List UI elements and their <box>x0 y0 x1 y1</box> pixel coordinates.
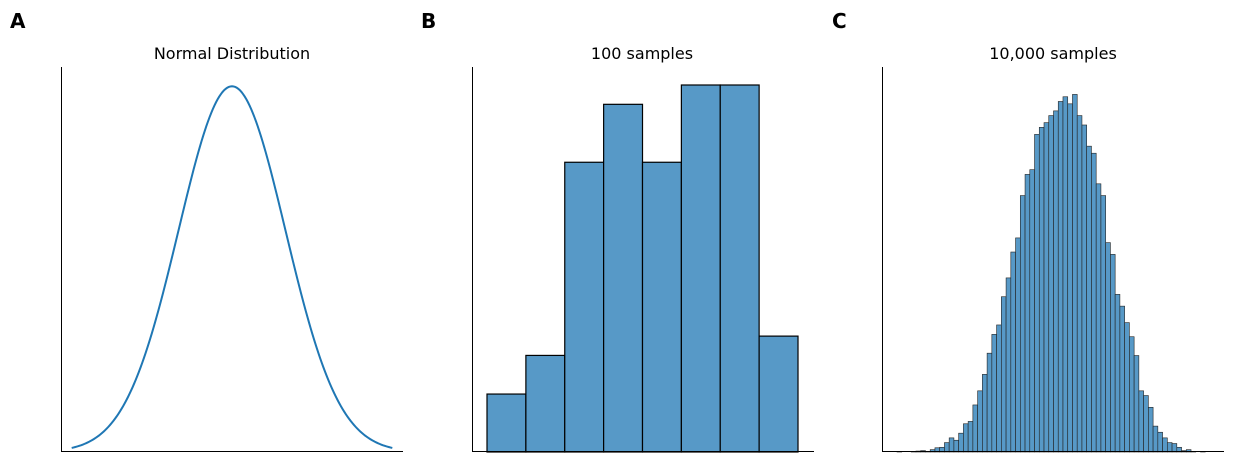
histogram-bar <box>641 161 682 453</box>
histogram-bar <box>1091 152 1097 453</box>
histogram-bar <box>1152 425 1159 453</box>
histogram-bar <box>1057 101 1064 453</box>
histogram-bar <box>977 390 983 453</box>
histogram-bar <box>972 404 978 453</box>
histogram-bar <box>963 423 969 453</box>
histogram-bar <box>958 432 964 453</box>
panel-a: A Normal Distribution <box>10 9 403 452</box>
histogram-bar <box>1053 110 1059 453</box>
histogram-bar <box>1133 355 1140 453</box>
histogram-bar <box>1124 322 1130 453</box>
panel-c: C 10,000 samples <box>832 9 1224 453</box>
histogram-bar <box>758 335 799 453</box>
histogram-bar <box>1138 390 1144 453</box>
panel-title-c: 10,000 samples <box>989 44 1117 63</box>
panel-title-b: 100 samples <box>591 44 693 63</box>
histogram-bar <box>1100 195 1106 453</box>
histogram-bar <box>1119 305 1125 453</box>
histogram-bar <box>1072 94 1078 453</box>
histogram-bars-c <box>896 94 1206 453</box>
histogram-bar <box>1105 242 1111 453</box>
histogram-bar <box>1001 296 1007 453</box>
histogram-bar <box>1114 294 1121 453</box>
histogram-bar <box>991 334 997 453</box>
histogram-bar <box>1067 103 1073 453</box>
normal-curve <box>71 85 393 449</box>
histogram-bar <box>1086 145 1092 453</box>
histogram-bar <box>944 442 950 453</box>
panel-title-a: Normal Distribution <box>154 44 310 63</box>
histogram-bar <box>1019 195 1026 453</box>
histogram-bar <box>996 324 1002 453</box>
panel-label-b: B <box>421 9 436 33</box>
panel-label-c: C <box>832 9 847 33</box>
histogram-bar <box>1043 122 1050 453</box>
histogram-bar <box>1129 336 1135 453</box>
histogram-bar <box>1171 443 1178 453</box>
histogram-bar <box>603 103 644 453</box>
panel-label-a: A <box>10 9 26 33</box>
histogram-bar <box>982 374 988 453</box>
histogram-bar <box>1038 127 1045 453</box>
histogram-bars-b <box>486 84 799 453</box>
histogram-bar <box>1110 254 1116 453</box>
histogram-bar <box>1029 169 1035 453</box>
histogram-bar <box>1015 237 1021 453</box>
histogram-bar <box>948 437 955 453</box>
histogram-bar <box>1024 174 1031 453</box>
histogram-bar <box>1162 437 1168 453</box>
histogram-bar <box>719 84 760 453</box>
histogram-bar <box>525 354 566 453</box>
histogram-bar <box>1167 442 1173 453</box>
histogram-bar <box>1095 183 1102 453</box>
histogram-bar <box>1148 406 1154 453</box>
histogram-bar <box>1048 115 1054 453</box>
histogram-bar <box>953 439 959 453</box>
histogram-bar <box>1034 134 1040 453</box>
histogram-bar <box>1076 115 1083 453</box>
histogram-bar <box>680 84 721 453</box>
histogram-bar <box>1143 395 1149 453</box>
histogram-bar <box>564 161 605 453</box>
histogram-bar <box>986 352 993 453</box>
panel-b: B 100 samples <box>421 9 814 453</box>
histogram-bar <box>1005 277 1012 453</box>
histogram-bar <box>967 421 974 453</box>
histogram-bar <box>1157 431 1163 453</box>
histogram-bar <box>1062 96 1069 453</box>
histogram-bar <box>486 393 527 453</box>
histogram-bar <box>1081 124 1087 453</box>
histogram-bar <box>1010 251 1016 453</box>
